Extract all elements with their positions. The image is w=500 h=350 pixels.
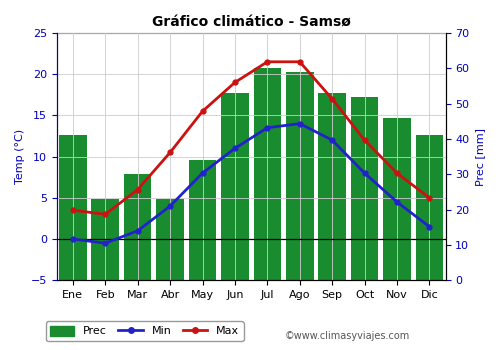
Bar xyxy=(286,72,314,280)
Bar xyxy=(156,199,184,280)
Text: ©www.climasyviajes.com: ©www.climasyviajes.com xyxy=(285,331,410,341)
Y-axis label: Prec [mm]: Prec [mm] xyxy=(475,128,485,186)
Bar xyxy=(221,93,248,280)
Title: Gráfico climático - Samsø: Gráfico climático - Samsø xyxy=(152,15,350,29)
Bar xyxy=(318,93,346,280)
Bar xyxy=(124,174,152,280)
Y-axis label: Temp (°C): Temp (°C) xyxy=(15,129,25,184)
Bar xyxy=(59,135,86,280)
Legend: Prec, Min, Max: Prec, Min, Max xyxy=(46,321,244,341)
Bar xyxy=(92,199,119,280)
Bar xyxy=(416,135,443,280)
Bar xyxy=(188,160,216,280)
Bar xyxy=(351,97,378,280)
Bar xyxy=(254,68,281,280)
Bar xyxy=(383,118,411,280)
